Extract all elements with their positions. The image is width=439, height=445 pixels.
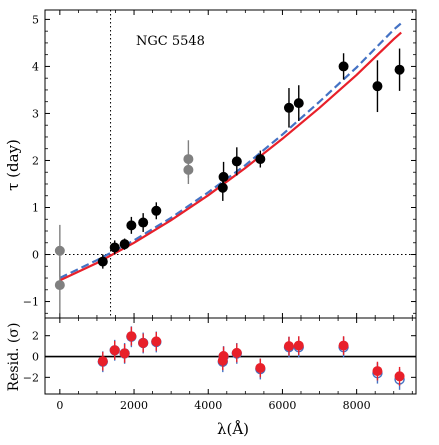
residual-point-filled — [97, 356, 108, 367]
y-tick-label: 1 — [32, 201, 39, 214]
residual-point-filled — [109, 345, 120, 356]
residual-point-filled — [151, 336, 162, 347]
model-curve-solid — [59, 31, 402, 282]
residual-point-filled — [126, 331, 137, 342]
residual-point-filled — [255, 362, 266, 373]
y-tick-label: 0 — [32, 249, 39, 262]
x-axis-label: λ(Å) — [217, 420, 249, 438]
data-point — [394, 64, 405, 75]
data-point — [151, 205, 162, 216]
residual-point-filled — [218, 351, 229, 361]
y-tick-label: 3 — [32, 107, 39, 120]
residual-point-filled — [394, 371, 405, 382]
y-tick-label: 4 — [32, 60, 39, 73]
x-tick-label: 8000 — [343, 399, 371, 412]
resid-y-axis-label: Resid. (σ) — [6, 323, 22, 392]
residual-point-filled — [338, 340, 349, 351]
data-point — [255, 154, 266, 165]
y-tick-label: 2 — [32, 154, 39, 167]
residual-point-filled — [138, 337, 149, 348]
data-point — [183, 164, 194, 175]
y-tick-label: −2 — [23, 371, 39, 384]
data-point — [283, 102, 294, 113]
data-point — [338, 61, 349, 72]
residual-point-filled — [283, 341, 294, 352]
main-y-axis-label: τ (day) — [4, 139, 22, 191]
data-point — [218, 171, 229, 182]
main-annotation: NGC 5548 — [136, 34, 205, 49]
residual-point-filled — [293, 340, 304, 351]
model-curve-dashed — [59, 22, 402, 279]
residual-point-filled — [231, 347, 242, 358]
data-point — [97, 256, 108, 267]
data-point — [119, 239, 130, 250]
y-tick-label: 0 — [32, 351, 39, 364]
data-point — [138, 217, 149, 228]
residual-point-filled — [119, 348, 130, 359]
data-point — [109, 242, 120, 253]
data-point — [217, 182, 228, 193]
x-tick-label: 2000 — [120, 399, 148, 412]
data-point — [372, 81, 383, 92]
data-point — [54, 245, 65, 256]
data-point — [126, 220, 137, 231]
data-point — [231, 156, 242, 167]
x-tick-label: 4000 — [194, 399, 222, 412]
y-tick-label: −1 — [23, 296, 39, 309]
data-point — [54, 280, 65, 291]
x-tick-label: 6000 — [268, 399, 296, 412]
y-tick-label: 5 — [32, 13, 39, 26]
panel-0-frame — [44, 9, 417, 319]
data-point — [293, 98, 304, 109]
x-tick-label: 0 — [56, 399, 63, 412]
y-tick-label: 2 — [32, 330, 39, 343]
residual-point-filled — [372, 366, 383, 377]
